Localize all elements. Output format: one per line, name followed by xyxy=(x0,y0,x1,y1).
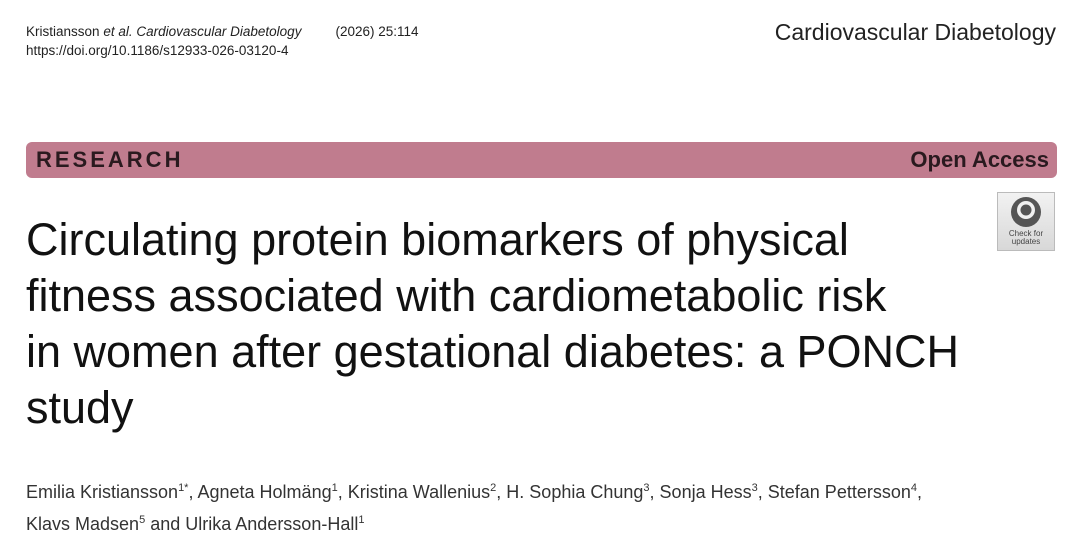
separator: , xyxy=(337,482,343,502)
journal-name: Cardiovascular Diabetology xyxy=(774,19,1056,45)
article-type: RESEARCH xyxy=(36,147,184,172)
title-line: study xyxy=(26,382,134,433)
check-updates-badge[interactable]: Check for updates xyxy=(997,192,1055,251)
affiliation: 5 xyxy=(139,514,146,526)
title-line: Circulating protein biomarkers of physic… xyxy=(26,214,849,265)
separator: , xyxy=(496,482,502,502)
open-access: Open Access xyxy=(910,147,1049,172)
citation-author: Kristiansson xyxy=(26,24,100,39)
title-line: in women after gestational diabetes: a P… xyxy=(26,326,959,377)
affiliation: 2 xyxy=(490,482,497,494)
separator: , xyxy=(916,482,922,502)
citation-journal: Cardiovascular Diabetology xyxy=(136,24,302,39)
affiliation: 4 xyxy=(910,482,917,494)
separator: , xyxy=(757,482,763,502)
author-name: Emilia Kristiansson xyxy=(26,482,179,502)
affiliation: 3 xyxy=(751,482,758,494)
badge-text: Check for updates xyxy=(998,230,1054,246)
citation: Kristiansson et al. Cardiovascular Diabe… xyxy=(26,22,419,60)
citation-etal: et al. xyxy=(103,24,133,39)
author-name: Ulrika Andersson-Hall xyxy=(185,514,359,534)
badge-line: updates xyxy=(1011,237,1041,246)
author-name: Agneta Holmäng xyxy=(197,482,332,502)
banner: RESEARCH Open Access xyxy=(26,142,1057,178)
title-line: fitness associated with cardiometabolic … xyxy=(26,270,887,321)
separator: , xyxy=(188,482,194,502)
author-line: Klavs Madsen5 and Ulrika Andersson-Hall1 xyxy=(26,508,922,540)
affiliation: 1* xyxy=(178,482,189,494)
separator: , xyxy=(649,482,655,502)
doi[interactable]: https://doi.org/10.1186/s12933-026-03120… xyxy=(26,43,289,58)
affiliation: 1 xyxy=(358,514,365,526)
author-name: H. Sophia Chung xyxy=(506,482,644,502)
separator: and xyxy=(150,514,181,534)
badge-center xyxy=(1020,204,1032,216)
author-name: Sonja Hess xyxy=(659,482,752,502)
author-name: Kristina Wallenius xyxy=(347,482,491,502)
author-line: Emilia Kristiansson1*, Agneta Holmäng1, … xyxy=(26,476,922,508)
citation-issue: (2026) 25:114 xyxy=(335,24,419,39)
badge-line: Check for xyxy=(1008,229,1044,238)
author-list: Emilia Kristiansson1*, Agneta Holmäng1, … xyxy=(26,476,922,540)
author-name: Klavs Madsen xyxy=(26,514,140,534)
badge-icon xyxy=(1011,197,1041,227)
affiliation: 1 xyxy=(331,482,338,494)
author-name: Stefan Pettersson xyxy=(767,482,911,502)
article-title: Circulating protein biomarkers of physic… xyxy=(26,212,959,436)
citation-line: Kristiansson et al. Cardiovascular Diabe… xyxy=(26,22,419,41)
affiliation: 3 xyxy=(643,482,650,494)
